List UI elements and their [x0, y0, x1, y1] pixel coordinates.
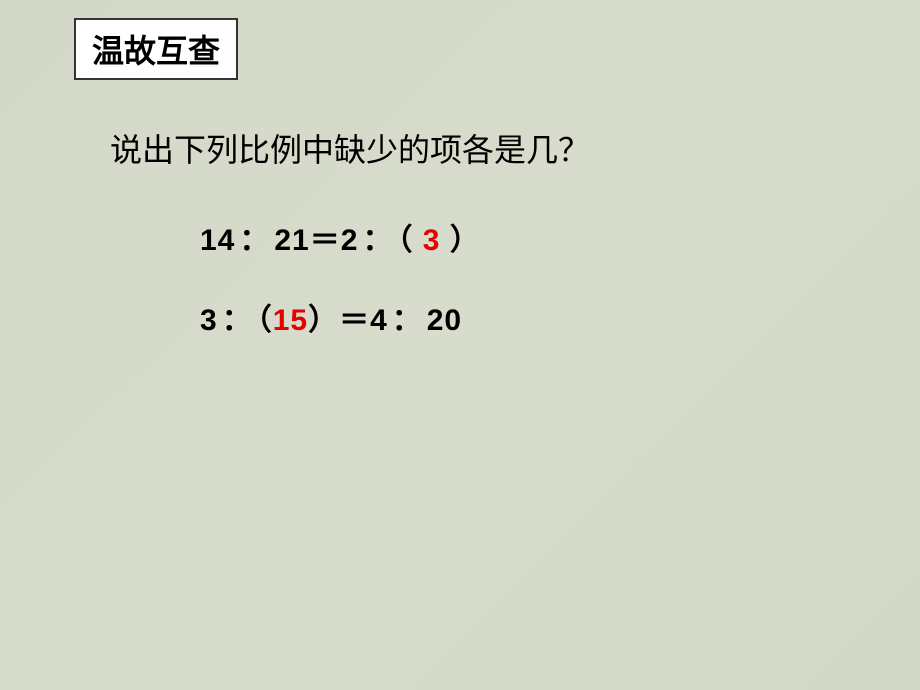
- close-paren: ）: [450, 224, 481, 257]
- eq2-part3: 4: [370, 304, 388, 337]
- open-paren: （: [257, 304, 273, 337]
- close-paren: ）: [308, 304, 339, 337]
- equals-sign: ＝: [339, 304, 370, 337]
- eq1-part1: 14: [200, 224, 235, 257]
- colon-icon: ：: [239, 224, 270, 257]
- colon-icon: ：: [362, 224, 393, 257]
- eq2-part4: 20: [427, 304, 462, 337]
- question-text: 说出下列比例中缺少的项各是几？: [110, 125, 590, 171]
- eq2-part1: 3: [200, 304, 218, 337]
- equation-1: 14：21＝2：（ 3 ）: [200, 215, 481, 259]
- equals-sign: ＝: [310, 224, 341, 257]
- colon-icon: ：: [392, 304, 423, 337]
- open-paren: （: [397, 224, 413, 257]
- eq1-part2: 21: [274, 224, 309, 257]
- title-box: 温故互查: [74, 18, 238, 80]
- eq1-answer: 3: [423, 224, 441, 257]
- colon-icon: ：: [222, 304, 253, 337]
- title-text: 温故互查: [92, 33, 220, 69]
- eq1-part3: 2: [341, 224, 359, 257]
- equation-2: 3：（15）＝4：20: [200, 295, 462, 339]
- eq2-answer: 15: [273, 304, 308, 337]
